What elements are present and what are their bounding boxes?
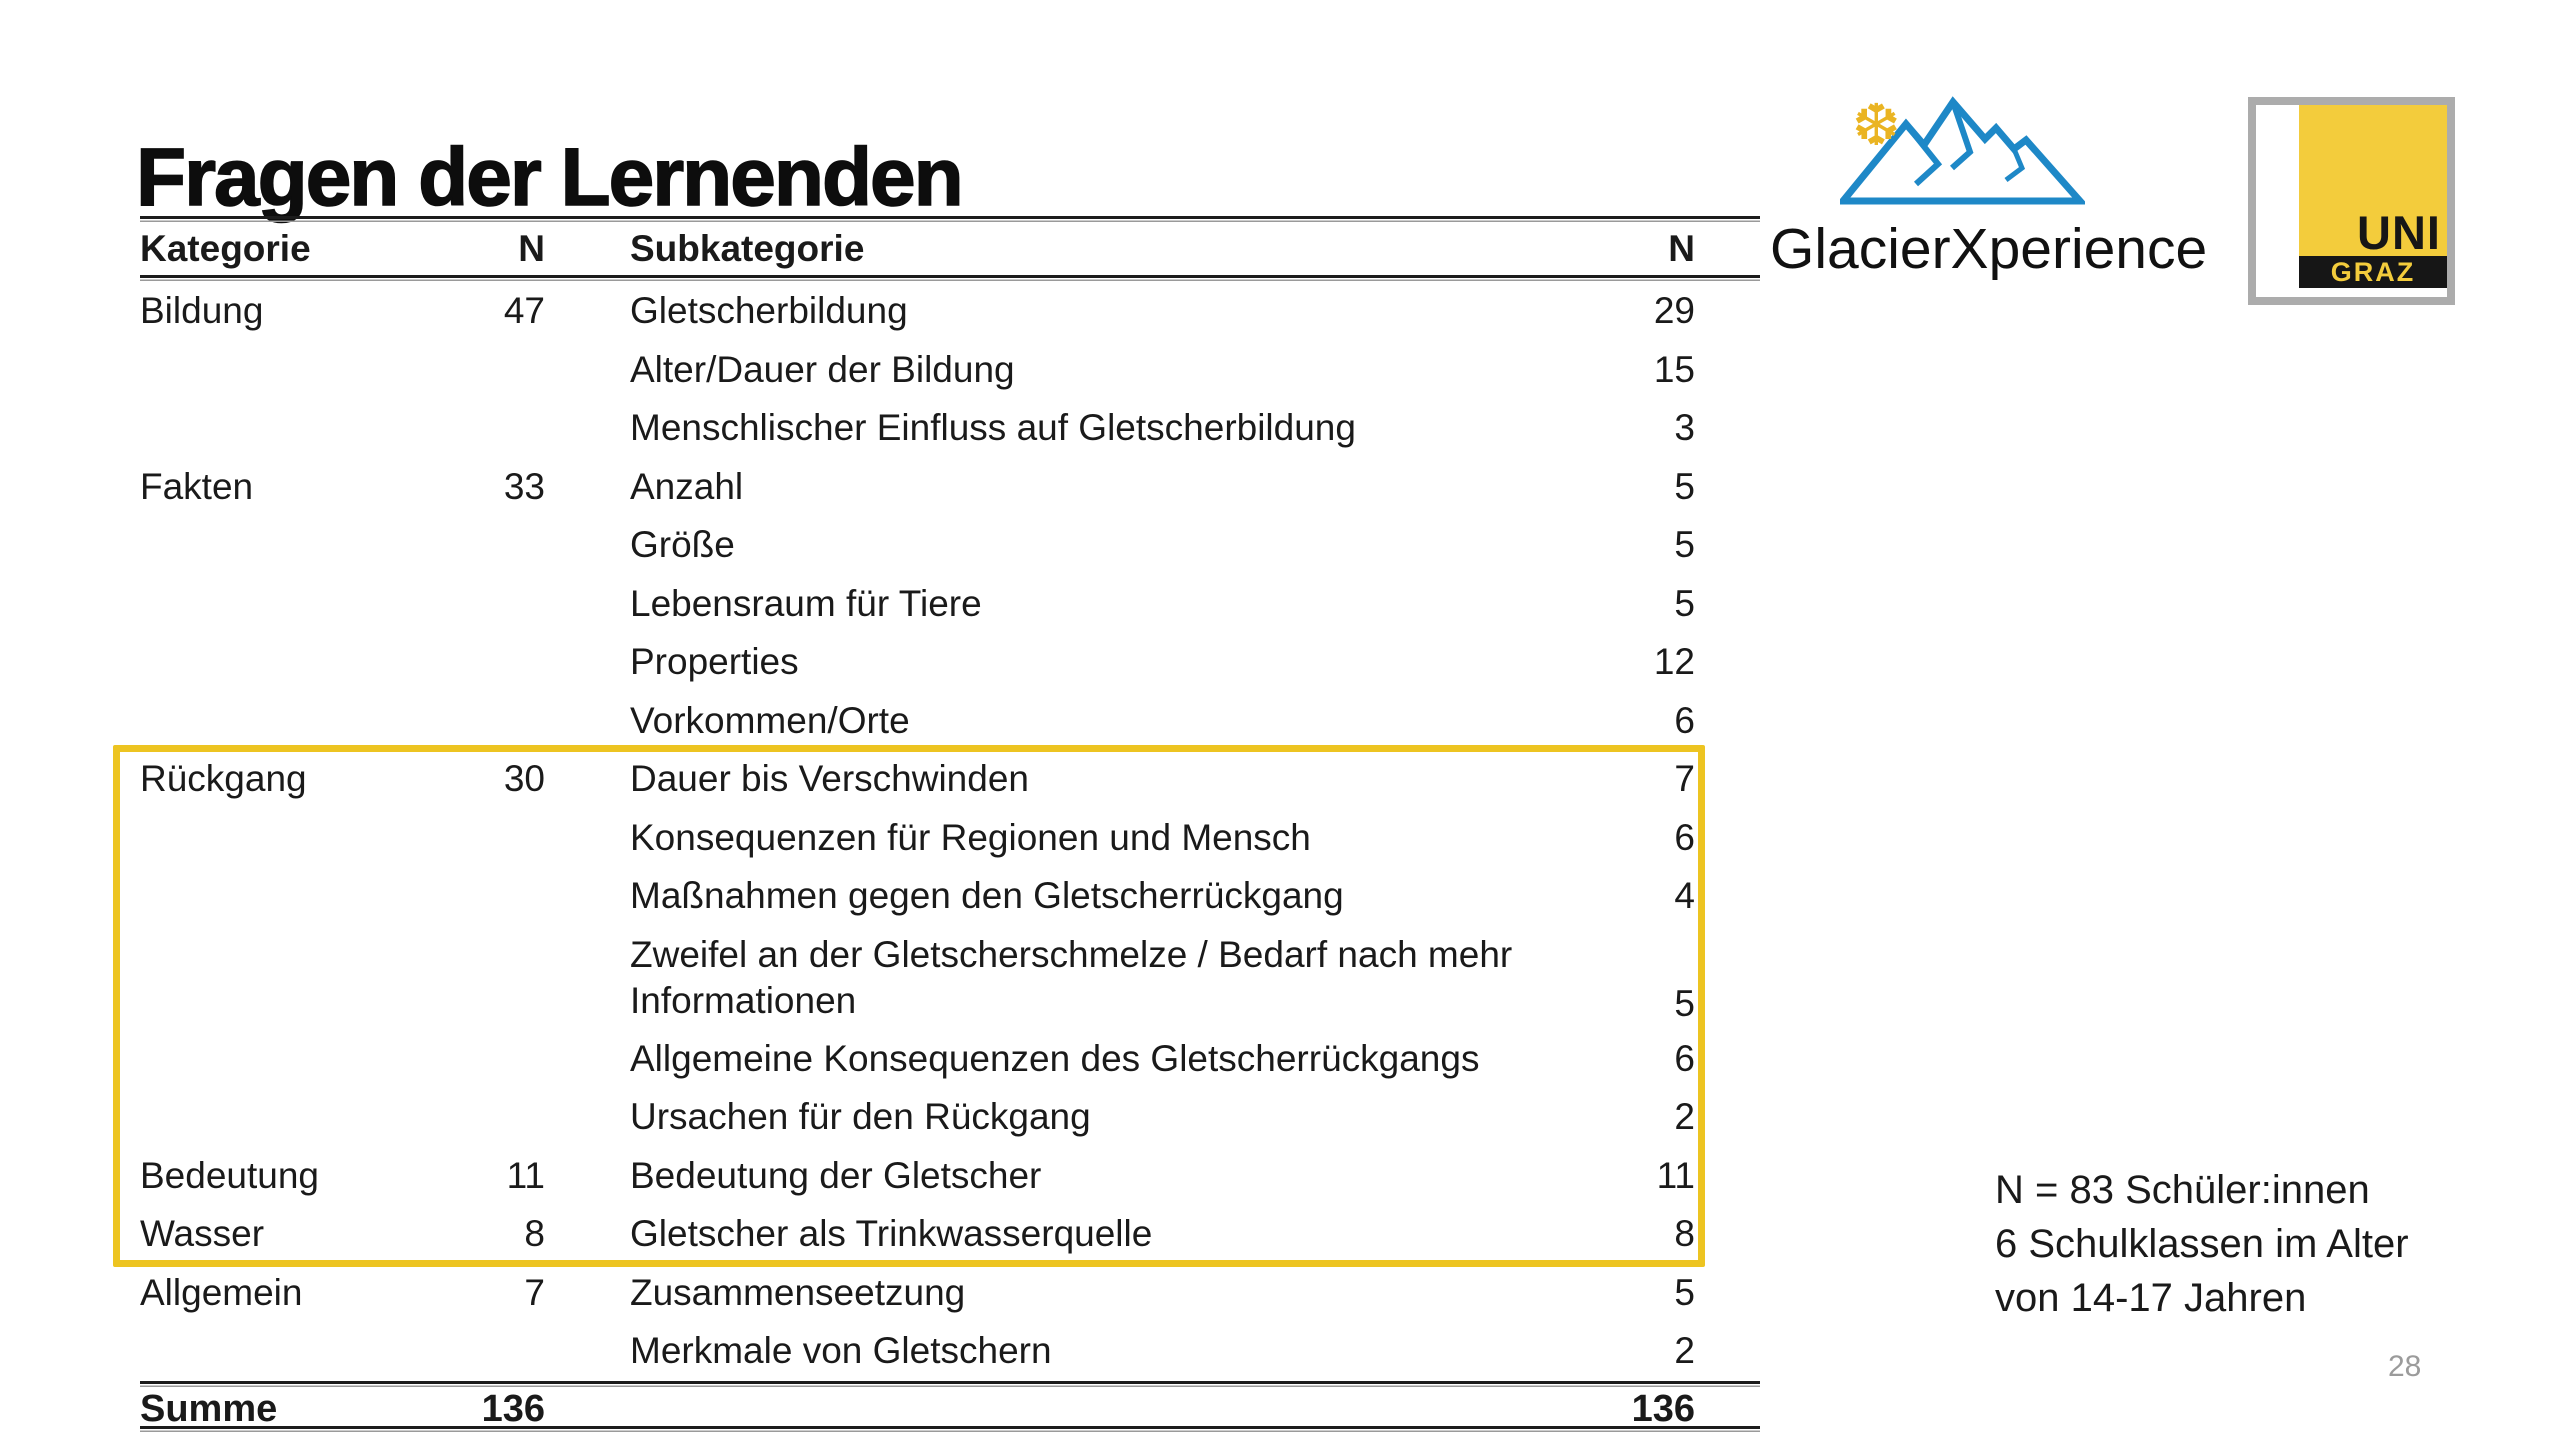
subkategorie-n-cell: 12 xyxy=(1653,641,1695,683)
table-row: Fakten 33 Anzahl 5 xyxy=(140,458,1760,517)
sum-n-right: 136 xyxy=(1631,1387,1695,1430)
note-line-3: von 14-17 Jahren xyxy=(1995,1276,2307,1320)
subkategorie-n-cell: 5 xyxy=(1674,582,1695,624)
subkategorie-n-cell: 11 xyxy=(1656,1154,1695,1196)
sum-label: Summe xyxy=(140,1387,278,1430)
subkategorie-n-cell: 15 xyxy=(1653,348,1695,390)
subkategorie-n-cell: 6 xyxy=(1674,816,1695,858)
kategorie-n-cell: 33 xyxy=(503,465,545,507)
subkategorie-cell: Lebensraum für Tiere xyxy=(630,582,982,624)
table-row: Zweifel an der Gletscherschmelze / Bedar… xyxy=(140,926,1760,1030)
snowflake-icon: ❆ xyxy=(1852,91,1901,159)
table-row: Menschlischer Einfluss auf Gletscherbild… xyxy=(140,399,1760,458)
glacierxperience-logo-text: GlacierXperience xyxy=(1770,217,2208,281)
header-n-left: N xyxy=(518,228,545,269)
table-body: Bildung 47 Gletscherbildung 29 Alter/Dau… xyxy=(140,282,1760,1381)
table-row: Properties 12 xyxy=(140,633,1760,692)
table-row: Allgemein 7 Zusammenseetzung 5 xyxy=(140,1264,1760,1323)
subkategorie-cell: Zweifel an der Gletscherschmelze / Bedar… xyxy=(630,933,1513,1021)
subkategorie-cell: Allgemeine Konsequenzen des Gletscherrüc… xyxy=(630,1037,1480,1079)
uni-graz-black-strip: GRAZ xyxy=(2299,256,2447,288)
subkategorie-n-cell: 6 xyxy=(1674,1037,1695,1079)
questions-table: Kategorie N Subkategorie N Bildung 47 Gl… xyxy=(140,216,1760,1433)
table-rule-header-bottom xyxy=(140,275,1760,282)
header-n-right: N xyxy=(1668,228,1695,269)
table-row: Wasser 8 Gletscher als Trinkwasserquelle… xyxy=(140,1205,1760,1264)
kategorie-cell: Bedeutung xyxy=(140,1154,320,1196)
subkategorie-n-cell: 5 xyxy=(1674,982,1695,1024)
table-row: Allgemeine Konsequenzen des Gletscherrüc… xyxy=(140,1030,1760,1089)
subkategorie-n-cell: 2 xyxy=(1674,1096,1695,1138)
sample-note: N = 83 Schüler:innen 6 Schulklassen im A… xyxy=(1995,1163,2409,1325)
kategorie-n-cell: 47 xyxy=(503,290,545,332)
subkategorie-n-cell: 4 xyxy=(1674,875,1695,917)
subkategorie-cell: Properties xyxy=(630,641,799,683)
table-sum-row: Summe 136 136 xyxy=(140,1388,1760,1430)
note-line-1: N = 83 Schüler:innen xyxy=(1995,1168,2370,1212)
table-rule-bottom xyxy=(140,1425,1760,1433)
subkategorie-cell: Bedeutung der Gletscher xyxy=(630,1154,1042,1196)
glacier-mountain-icon xyxy=(1840,96,2085,205)
table-row: Merkmale von Gletschern 2 xyxy=(140,1322,1760,1381)
table-row: Lebensraum für Tiere 5 xyxy=(140,575,1760,634)
subkategorie-cell: Konsequenzen für Regionen und Mensch xyxy=(630,816,1311,858)
table-row: Bildung 47 Gletscherbildung 29 xyxy=(140,282,1760,341)
subkategorie-cell: Merkmale von Gletschern xyxy=(630,1330,1052,1372)
table-row: Rückgang 30 Dauer bis Verschwinden 7 xyxy=(140,750,1760,809)
table-header-row: Kategorie N Subkategorie N xyxy=(140,223,1760,275)
subkategorie-cell: Gletscherbildung xyxy=(630,290,908,332)
subkategorie-n-cell: 5 xyxy=(1674,465,1695,507)
kategorie-cell: Fakten xyxy=(140,465,254,507)
subkategorie-cell: Dauer bis Verschwinden xyxy=(630,758,1029,800)
table-row: Größe 5 xyxy=(140,516,1760,575)
table-row: Ursachen für den Rückgang 2 xyxy=(140,1088,1760,1147)
page-title: Fragen der Lernenden xyxy=(135,131,964,224)
subkategorie-n-cell: 2 xyxy=(1674,1330,1695,1372)
header-subkategorie: Subkategorie xyxy=(630,228,865,269)
table-rule-above-sum xyxy=(140,1380,1760,1388)
table-row: Maßnahmen gegen den Gletscherrückgang 4 xyxy=(140,867,1760,926)
uni-graz-logo: UNI GRAZ xyxy=(2248,97,2455,305)
kategorie-n-cell: 30 xyxy=(503,758,545,800)
kategorie-n-cell: 8 xyxy=(524,1213,545,1255)
subkategorie-cell: Ursachen für den Rückgang xyxy=(630,1096,1091,1138)
uni-graz-yellow-block: UNI xyxy=(2299,105,2447,256)
subkategorie-cell: Maßnahmen gegen den Gletscherrückgang xyxy=(630,875,1344,917)
subkategorie-n-cell: 6 xyxy=(1674,699,1695,741)
uni-graz-logo-graz-text: GRAZ xyxy=(2330,257,2416,287)
subkategorie-cell: Menschlischer Einfluss auf Gletscherbild… xyxy=(630,407,1356,449)
kategorie-cell: Allgemein xyxy=(140,1271,303,1313)
header-kategorie: Kategorie xyxy=(140,228,311,269)
subkategorie-n-cell: 8 xyxy=(1674,1213,1695,1255)
table-row: Bedeutung 11 Bedeutung der Gletscher 11 xyxy=(140,1147,1760,1206)
subkategorie-cell: Vorkommen/Orte xyxy=(630,699,910,741)
sum-n-left: 136 xyxy=(481,1387,545,1430)
subkategorie-cell: Größe xyxy=(630,524,735,566)
subkategorie-n-cell: 5 xyxy=(1674,524,1695,566)
subkategorie-n-cell: 29 xyxy=(1653,290,1695,332)
subkategorie-cell: Anzahl xyxy=(630,465,744,507)
table-row: Vorkommen/Orte 6 xyxy=(140,692,1760,751)
table-row: Konsequenzen für Regionen und Mensch 6 xyxy=(140,809,1760,868)
uni-graz-logo-uni-text: UNI xyxy=(2357,206,2441,259)
kategorie-cell: Wasser xyxy=(140,1213,265,1255)
subkategorie-n-cell: 5 xyxy=(1674,1271,1695,1313)
subkategorie-cell: Gletscher als Trinkwasserquelle xyxy=(630,1213,1153,1255)
kategorie-n-cell: 7 xyxy=(524,1271,545,1313)
kategorie-cell: Bildung xyxy=(140,290,264,332)
table-row: Alter/Dauer der Bildung 15 xyxy=(140,341,1760,400)
kategorie-cell: Rückgang xyxy=(140,758,307,800)
kategorie-n-cell: 11 xyxy=(506,1154,545,1196)
subkategorie-cell: Alter/Dauer der Bildung xyxy=(630,348,1015,390)
table-rule-top xyxy=(140,216,1760,223)
note-line-2: 6 Schulklassen im Alter xyxy=(1995,1222,2409,1266)
page-number: 28 xyxy=(2388,1350,2422,1383)
subkategorie-n-cell: 3 xyxy=(1674,407,1695,449)
subkategorie-cell: Zusammenseetzung xyxy=(630,1271,966,1313)
subkategorie-n-cell: 7 xyxy=(1674,758,1695,800)
